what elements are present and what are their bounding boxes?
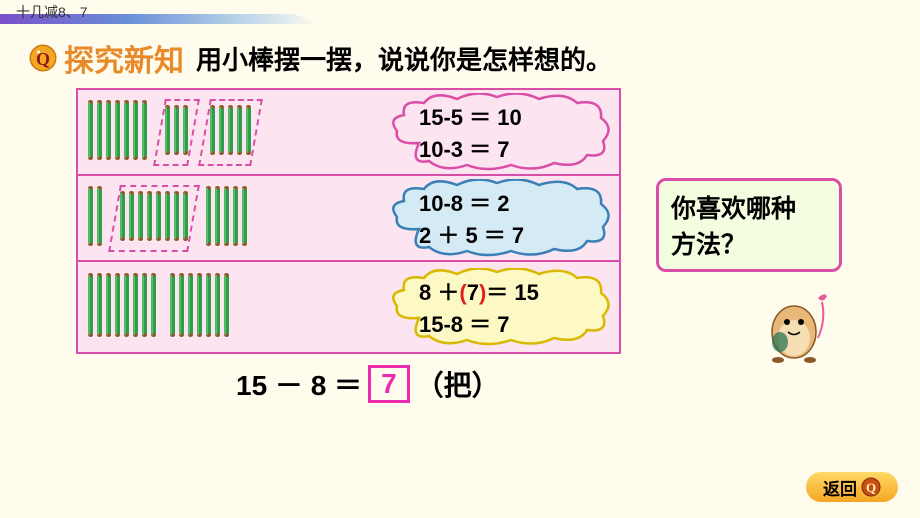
sticks-m3 (86, 272, 366, 343)
mascot-image (760, 290, 832, 370)
cloud-m2: 10-8 ＝ 2 2 ＋ 5 ＝ 7 (389, 179, 613, 257)
section-subtitle: 用小棒摆一摆，说说你是怎样想的。 (196, 40, 612, 77)
method-row-3: 8 ＋(7)＝ 15 15-8 ＝ 7 (78, 262, 619, 352)
m3-eq2: 15-8 ＝ 7 (419, 307, 510, 339)
answer-expr: 15 － 8 ＝ (236, 364, 362, 404)
question-line2: 方法？ (671, 225, 827, 261)
cloud-m3: 8 ＋(7)＝ 15 15-8 ＝ 7 (389, 268, 613, 346)
m1-eq2: 10-3 ＝ 7 (419, 132, 510, 164)
q-badge-icon: Q (28, 43, 58, 73)
sticks-m1 (86, 99, 366, 166)
method-row-2: 10-8 ＝ 2 2 ＋ 5 ＝ 7 (78, 176, 619, 262)
header-title: 十几减8、7 (16, 2, 88, 22)
m1-eq1: 15-5 ＝ 10 (419, 100, 522, 132)
m3-paren-l: ( (459, 280, 466, 305)
m3-eq1-post: ＝ 15 (486, 280, 539, 305)
question-line1: 你喜欢哪种 (671, 189, 827, 225)
q-small-icon: Q (861, 477, 881, 497)
sticks-m2 (86, 185, 366, 252)
methods-table: 15-5 ＝ 10 10-3 ＝ 7 (76, 88, 621, 354)
svg-text:Q: Q (866, 480, 876, 495)
m2-eq1: 10-8 ＝ 2 (419, 186, 510, 218)
question-callout: 你喜欢哪种 方法？ (656, 178, 842, 272)
answer-value-box: 7 (368, 365, 410, 403)
back-label: 返回 (823, 475, 857, 500)
m3-eq1-pre: 8 ＋ (419, 280, 459, 305)
cloud-m1: 15-5 ＝ 10 10-3 ＝ 7 (389, 93, 613, 171)
m3-eq1-mid: 7 (467, 280, 479, 305)
back-button[interactable]: 返回 Q (806, 472, 898, 502)
method-row-1: 15-5 ＝ 10 10-3 ＝ 7 (78, 90, 619, 176)
section-title: 探究新知 (64, 36, 184, 80)
m3-eq1: 8 ＋(7)＝ 15 (419, 275, 539, 307)
title-row: Q 探究新知 用小棒摆一摆，说说你是怎样想的。 (28, 36, 920, 80)
answer-unit: （把） (416, 364, 500, 404)
m2-eq2: 2 ＋ 5 ＝ 7 (419, 218, 524, 250)
header-bar: 十几减8、7 (0, 0, 320, 28)
